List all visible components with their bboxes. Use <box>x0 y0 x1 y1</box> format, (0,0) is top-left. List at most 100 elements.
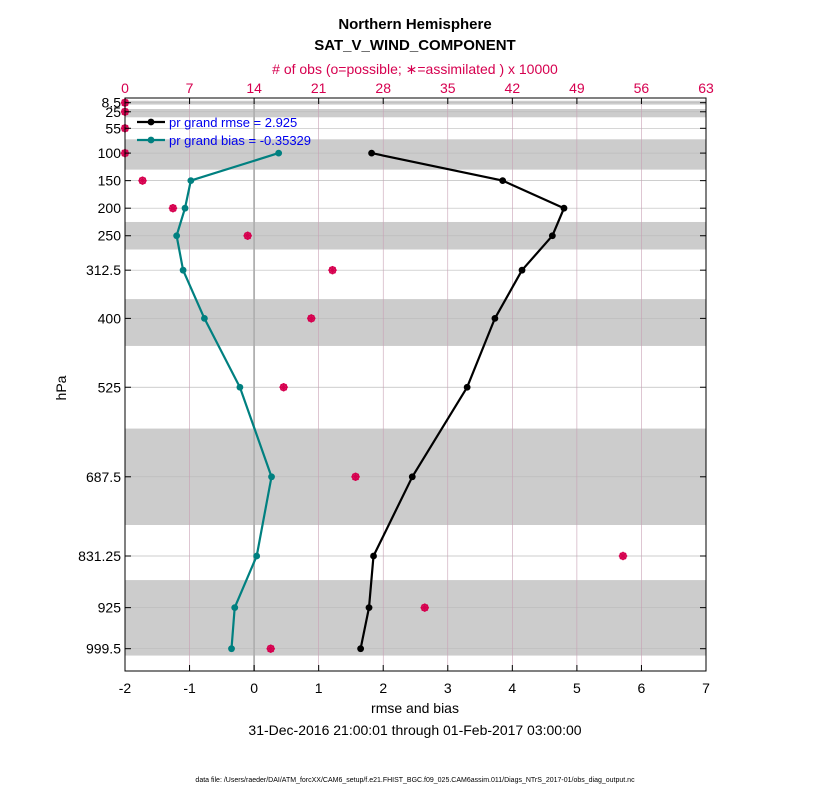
series-layer <box>173 149 568 653</box>
series-1-point-4 <box>179 266 187 274</box>
y-tick-label-0: 8.5 <box>102 95 122 111</box>
chart-title: Northern Hemisphere <box>338 16 491 33</box>
obs-assimilated-stroke <box>138 177 147 185</box>
obs-assimilated-7 <box>328 265 337 275</box>
obs-assimilated-stroke <box>244 232 252 240</box>
top-tick-label-1: 7 <box>186 80 194 96</box>
series-0-point-2 <box>560 204 568 212</box>
series-1-point-0 <box>275 149 283 157</box>
obs-assimilated-stroke <box>421 604 429 612</box>
y-tick-label-6: 250 <box>98 228 122 244</box>
series-0-point-7 <box>408 473 416 481</box>
obs-assimilated-stroke <box>307 314 315 322</box>
series-1-point-7 <box>268 473 275 481</box>
series-0-point-6 <box>463 383 471 391</box>
series-0-point-0 <box>368 149 376 157</box>
series-1-point-5 <box>201 314 208 322</box>
obs-assimilated-9 <box>279 383 288 392</box>
y-axis-label: hPa <box>53 375 69 400</box>
obs-assimilated-11 <box>618 551 628 561</box>
obs-assimilated-stroke <box>280 383 288 391</box>
series-0-point-3 <box>548 232 556 240</box>
series-0-point-4 <box>518 266 526 274</box>
x-tick-label-7: 5 <box>573 680 581 696</box>
obs-count-markers <box>120 98 628 653</box>
obs-assimilated-10 <box>351 472 360 481</box>
series-1-point-9 <box>231 604 239 612</box>
y-tick-label-8: 400 <box>98 310 122 326</box>
shaded-band-1 <box>125 109 706 118</box>
shaded-band-6 <box>125 580 706 656</box>
y-tick-label-12: 925 <box>98 600 122 616</box>
y-tick-label-2: 55 <box>105 120 121 136</box>
y-tick-label-11: 831.25 <box>78 548 121 564</box>
x-tick-label-5: 3 <box>444 680 452 696</box>
shaded-band-2 <box>125 139 706 170</box>
obs-assimilated-12 <box>420 603 429 612</box>
obs-assimilated-stroke <box>328 266 337 274</box>
x-axis-label: rmse and bias <box>371 700 459 716</box>
top-tick-label-6: 42 <box>505 80 521 96</box>
grid-lines <box>125 98 706 671</box>
y-tick-label-3: 100 <box>98 145 122 161</box>
obs-assimilated-6 <box>243 231 252 240</box>
x-tick-label-3: 1 <box>315 680 323 696</box>
top-tick-label-0: 0 <box>121 80 129 96</box>
series-1-point-3 <box>173 232 181 240</box>
tick-labels: -2 -1 0 1 2 3 4 5 6 70 7 14 21 28 35 42 49 56 638.52555100… <box>78 80 714 696</box>
obs-assimilated-stroke <box>352 473 360 481</box>
x-tick-label-0: -2 <box>119 680 132 696</box>
chart-subtitle: SAT_V_WIND_COMPONENT <box>314 37 515 54</box>
series-1-point-2 <box>181 204 189 212</box>
top-tick-label-8: 56 <box>634 80 650 96</box>
series-0-point-9 <box>365 604 373 612</box>
y-tick-label-13: 999.5 <box>86 641 121 657</box>
top-tick-label-9: 63 <box>698 80 714 96</box>
series-0-point-8 <box>370 552 377 560</box>
y-tick-label-9: 525 <box>98 379 122 395</box>
y-tick-label-10: 687.5 <box>86 469 121 485</box>
y-tick-label-1: 25 <box>105 104 121 120</box>
date-range: 31-Dec-2016 21:00:01 through 01-Feb-2017… <box>248 722 581 738</box>
legend-rmse-label: pr grand rmse = 2.925 <box>169 115 297 130</box>
obs-assimilated-13 <box>266 644 275 653</box>
y-tick-label-5: 200 <box>98 200 122 216</box>
obs-assimilated-8 <box>307 314 316 323</box>
obs-assimilated-4 <box>138 176 147 185</box>
data-file-footnote: data file: /Users/raeder/DAI/ATM_forcXX/… <box>195 777 635 784</box>
series-1-point-1 <box>187 177 195 185</box>
series-0-point-10 <box>357 645 365 653</box>
series-1-point-6 <box>236 383 244 391</box>
x-tick-label-4: 2 <box>379 680 387 696</box>
legend-bias-label: pr grand bias = -0.35329 <box>169 133 311 148</box>
x-tick-label-2: 0 <box>250 680 258 696</box>
obs-assimilated-stroke <box>267 645 275 653</box>
series-0-point-5 <box>491 314 499 322</box>
y-tick-label-4: 150 <box>98 173 122 189</box>
shaded-band-4 <box>125 299 706 346</box>
x-tick-label-8: 6 <box>638 680 646 696</box>
series-0-point-1 <box>499 177 507 185</box>
top-tick-label-2: 14 <box>246 80 262 96</box>
tick-marks <box>124 98 707 671</box>
plot-frame <box>124 97 707 672</box>
legend-bias-marker <box>147 136 155 144</box>
shaded-bands <box>125 100 706 656</box>
legend: pr grand rmse = 2.925 pr grand bias = -0… <box>137 115 311 148</box>
obs-assimilated-5 <box>168 203 178 213</box>
x-tick-label-9: 7 <box>702 680 710 696</box>
x-tick-label-6: 4 <box>508 680 516 696</box>
obs-assimilated-stroke <box>619 552 627 560</box>
series-1-point-10 <box>228 645 235 653</box>
top-tick-label-7: 49 <box>569 80 585 96</box>
legend-rmse-marker <box>147 118 155 126</box>
top-axis-label: # of obs (o=possible; ∗=assimilated ) x … <box>272 61 558 77</box>
obs-assimilated-stroke <box>169 204 177 212</box>
series-1-point-8 <box>253 552 261 560</box>
top-tick-label-5: 35 <box>440 80 456 96</box>
top-tick-label-3: 21 <box>311 80 327 96</box>
x-tick-label-1: -1 <box>183 680 196 696</box>
y-tick-label-7: 312.5 <box>86 262 121 278</box>
top-tick-label-4: 28 <box>375 80 391 96</box>
